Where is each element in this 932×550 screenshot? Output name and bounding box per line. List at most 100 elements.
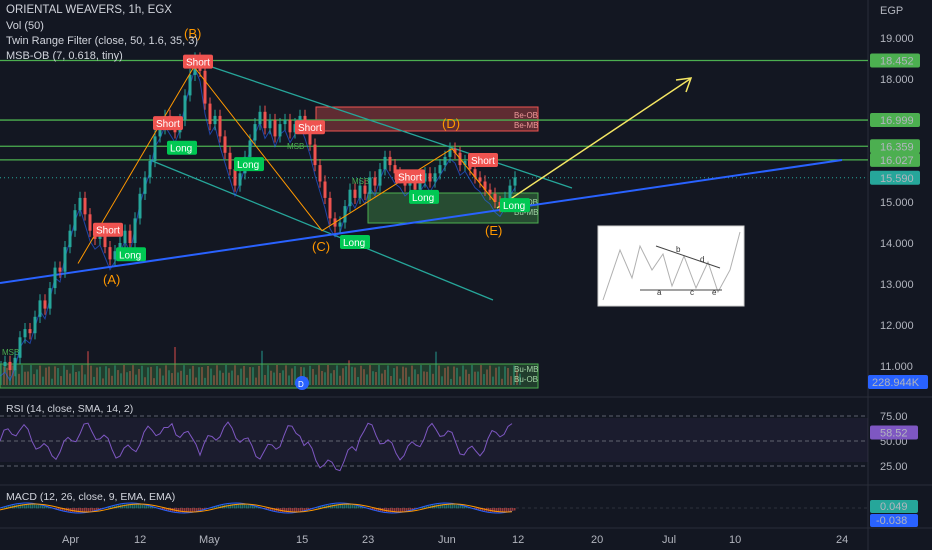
macd-histogram-bar (230, 504, 232, 509)
rsi-value: 58.52 (880, 427, 908, 439)
time-tick-label: 23 (362, 534, 374, 546)
volume-bar (342, 368, 344, 385)
short-signal-label: Short (186, 58, 210, 69)
macd-histogram-bar (232, 504, 234, 509)
macd-value: 0.049 (880, 501, 908, 513)
candle-body (283, 120, 287, 125)
volume-bar (366, 374, 368, 385)
macd-histogram-bar (46, 506, 48, 509)
volume-bar (120, 373, 122, 385)
candle-body (488, 189, 492, 194)
price-tick-label: 12.000 (880, 320, 914, 332)
macd-histogram-bar (186, 508, 188, 513)
candle-body (88, 214, 92, 231)
candle-body (13, 357, 17, 371)
macd-histogram-bar (152, 506, 154, 509)
macd-histogram-bar (442, 504, 444, 509)
candle-body (63, 247, 67, 272)
rsi-label[interactable]: RSI (14, close, SMA, 14, 2) (6, 403, 134, 415)
macd-histogram-bar (496, 508, 498, 513)
candle-body (328, 197, 332, 219)
macd-histogram-bar (392, 508, 394, 513)
macd-histogram-bar (216, 506, 218, 509)
candle-body (408, 181, 412, 186)
volume-bar (450, 378, 452, 385)
volume-bar (492, 376, 494, 385)
volume-indicator-label[interactable]: Vol (50) (6, 20, 44, 32)
volume-bar (480, 365, 482, 385)
volume-bar (300, 366, 302, 385)
candle-body (248, 140, 252, 157)
candle-body (53, 267, 57, 289)
candle-body (343, 206, 347, 223)
macd-histogram-bar (286, 508, 288, 513)
macd-histogram-bar (242, 504, 244, 509)
macd-label[interactable]: MACD (12, 26, close, 9, EMA, EMA) (6, 491, 176, 503)
candle-body (383, 156, 387, 170)
macd-histogram-bar (234, 504, 236, 509)
volume-bar (471, 365, 473, 385)
symbol-title[interactable]: ORIENTAL WEAVERS, 1h, EGX (6, 4, 172, 16)
volume-bar (327, 365, 329, 385)
candle-body (73, 210, 77, 231)
volume-bar (465, 369, 467, 385)
macd-histogram-bar (290, 508, 292, 513)
time-tick-label: 12 (512, 534, 524, 546)
macd-histogram-bar (428, 505, 430, 509)
volume-bar (375, 372, 377, 385)
macd-histogram-bar (148, 505, 150, 509)
macd-histogram-bar (334, 504, 336, 509)
volume-bar (99, 366, 101, 385)
macd-histogram-bar (490, 508, 492, 512)
volume-bar (309, 365, 311, 385)
candle-body (48, 288, 52, 309)
twin-range-filter-label[interactable]: Twin Range Filter (close, 50, 1.6, 35, 3… (6, 35, 198, 47)
macd-histogram-bar (136, 504, 138, 509)
volume-bar (42, 376, 44, 385)
lower-bu-mb-tag: Bu-MB (514, 365, 538, 374)
price-tick-label: 15.000 (880, 197, 914, 209)
volume-bar (447, 366, 449, 385)
volume-bar (402, 366, 404, 385)
macd-histogram-bar (150, 506, 152, 509)
volume-bar (72, 365, 74, 385)
macd-histogram-bar (358, 506, 360, 509)
volume-bar (294, 366, 296, 385)
macd-histogram-bar (132, 504, 134, 509)
volume-bar (261, 350, 263, 385)
candle-body (183, 95, 187, 120)
macd-histogram-bar (304, 508, 306, 511)
volume-bar (168, 370, 170, 385)
volume-bar (102, 378, 104, 385)
price-level-value: 16.359 (880, 141, 914, 153)
candle-body (318, 165, 322, 182)
macd-histogram-bar (60, 508, 62, 511)
macd-histogram-bar (176, 508, 178, 512)
volume-bar (171, 373, 173, 385)
volume-bar (381, 373, 383, 385)
candle-body (513, 177, 517, 186)
macd-histogram-bar (446, 504, 448, 509)
volume-bar (426, 371, 428, 385)
wave-label: (B) (184, 26, 201, 41)
macd-histogram-bar (244, 504, 246, 509)
macd-histogram-bar (464, 506, 466, 509)
pattern-inset (597, 225, 745, 307)
macd-histogram-bar (126, 504, 128, 509)
macd-histogram-bar (124, 504, 126, 509)
candle-body (278, 124, 282, 137)
volume-bar (201, 367, 203, 385)
macd-histogram-bar (200, 508, 202, 511)
macd-histogram-bar (390, 508, 392, 513)
candle-body (348, 189, 352, 207)
macd-histogram-bar (338, 504, 340, 509)
macd-histogram-bar (514, 508, 516, 511)
msb-ob-label[interactable]: MSB-OB (7, 0.618, tiny) (6, 50, 123, 62)
bu-mb-tag: Bu-MB (514, 208, 538, 217)
macd-histogram-bar (266, 508, 268, 510)
macd-histogram-bar (354, 505, 356, 509)
volume-bar (279, 373, 281, 385)
candle-body (478, 177, 482, 182)
